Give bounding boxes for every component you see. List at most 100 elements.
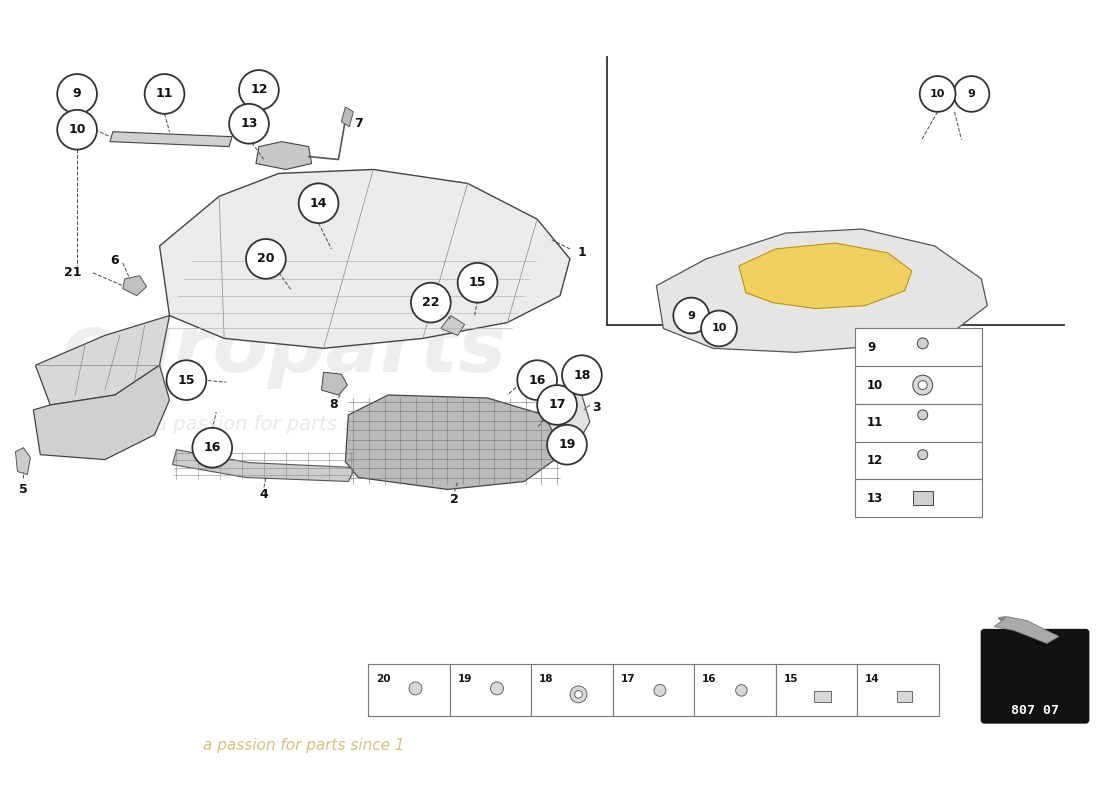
- Text: 10: 10: [68, 123, 86, 136]
- Text: 18: 18: [573, 369, 591, 382]
- Text: 11: 11: [156, 87, 174, 101]
- Text: 7: 7: [354, 118, 363, 130]
- Text: 9: 9: [688, 310, 695, 321]
- Circle shape: [411, 282, 451, 322]
- Bar: [368, 664, 450, 716]
- Circle shape: [517, 360, 557, 400]
- Circle shape: [562, 355, 602, 395]
- Text: 6: 6: [110, 254, 119, 267]
- Polygon shape: [441, 315, 464, 335]
- Circle shape: [246, 239, 286, 278]
- Polygon shape: [33, 366, 169, 460]
- Polygon shape: [110, 132, 232, 146]
- Circle shape: [920, 76, 956, 112]
- Circle shape: [145, 74, 185, 114]
- FancyBboxPatch shape: [981, 630, 1089, 723]
- Circle shape: [736, 685, 747, 696]
- Text: 14: 14: [310, 197, 328, 210]
- Polygon shape: [35, 315, 169, 405]
- Text: 21: 21: [65, 266, 81, 279]
- Bar: [814, 691, 832, 702]
- Circle shape: [917, 410, 927, 420]
- Text: 13: 13: [867, 492, 883, 505]
- Bar: [531, 664, 613, 716]
- Bar: [855, 404, 982, 442]
- Circle shape: [654, 685, 666, 696]
- Polygon shape: [994, 617, 1059, 643]
- Text: 16: 16: [204, 441, 221, 454]
- Text: 10: 10: [930, 89, 945, 99]
- Text: 20: 20: [376, 674, 390, 684]
- Polygon shape: [173, 450, 355, 482]
- Circle shape: [192, 428, 232, 467]
- Text: 15: 15: [177, 374, 195, 386]
- Text: 11: 11: [867, 416, 883, 430]
- Circle shape: [299, 183, 339, 223]
- Text: 10: 10: [712, 323, 727, 334]
- Polygon shape: [345, 395, 562, 490]
- Text: 12: 12: [250, 83, 267, 97]
- Polygon shape: [657, 229, 988, 352]
- Circle shape: [537, 385, 576, 425]
- Circle shape: [166, 360, 207, 400]
- Bar: [694, 664, 776, 716]
- Text: 9: 9: [867, 341, 876, 354]
- Text: 17: 17: [548, 398, 565, 411]
- Text: 15: 15: [783, 674, 799, 684]
- Text: 10: 10: [867, 378, 883, 391]
- Text: 20: 20: [257, 252, 275, 266]
- Bar: [913, 491, 933, 506]
- Circle shape: [913, 375, 933, 395]
- Polygon shape: [256, 142, 311, 170]
- Bar: [855, 479, 982, 518]
- Text: 5: 5: [19, 483, 28, 496]
- Text: europarts: europarts: [62, 311, 506, 390]
- Text: 3: 3: [593, 402, 601, 414]
- Text: 19: 19: [559, 438, 575, 451]
- Text: 9: 9: [968, 89, 976, 99]
- Text: 17: 17: [620, 674, 636, 684]
- Circle shape: [574, 690, 582, 698]
- Text: a passion for parts since 1: a passion for parts since 1: [155, 415, 412, 434]
- Circle shape: [491, 682, 504, 695]
- Circle shape: [458, 263, 497, 302]
- Circle shape: [917, 450, 927, 460]
- Bar: [857, 664, 938, 716]
- Bar: [613, 664, 694, 716]
- Circle shape: [57, 74, 97, 114]
- Text: 4: 4: [260, 488, 268, 501]
- Circle shape: [701, 310, 737, 346]
- Bar: [855, 329, 982, 366]
- Circle shape: [570, 686, 587, 703]
- Text: 22: 22: [422, 296, 440, 309]
- Bar: [450, 664, 531, 716]
- Circle shape: [229, 104, 268, 144]
- Bar: [855, 366, 982, 404]
- Polygon shape: [341, 107, 353, 126]
- Text: 16: 16: [528, 374, 546, 386]
- Text: 1: 1: [578, 246, 586, 259]
- Bar: [855, 442, 982, 479]
- Text: 8: 8: [329, 398, 338, 411]
- Circle shape: [917, 338, 928, 349]
- Circle shape: [673, 298, 710, 334]
- Text: 9: 9: [73, 87, 81, 101]
- Polygon shape: [321, 372, 348, 395]
- Circle shape: [409, 682, 422, 695]
- Text: 807 07: 807 07: [1011, 703, 1059, 717]
- Polygon shape: [542, 388, 590, 454]
- Polygon shape: [160, 170, 570, 348]
- Bar: [776, 664, 857, 716]
- Circle shape: [918, 381, 927, 390]
- Text: a passion for parts since 1: a passion for parts since 1: [202, 738, 405, 754]
- Polygon shape: [739, 243, 912, 309]
- Text: 18: 18: [539, 674, 553, 684]
- Text: 12: 12: [867, 454, 883, 467]
- Polygon shape: [15, 448, 31, 474]
- Bar: [896, 691, 912, 702]
- Text: 2: 2: [450, 493, 459, 506]
- Circle shape: [954, 76, 989, 112]
- Circle shape: [57, 110, 97, 150]
- Text: 19: 19: [458, 674, 472, 684]
- Circle shape: [239, 70, 278, 110]
